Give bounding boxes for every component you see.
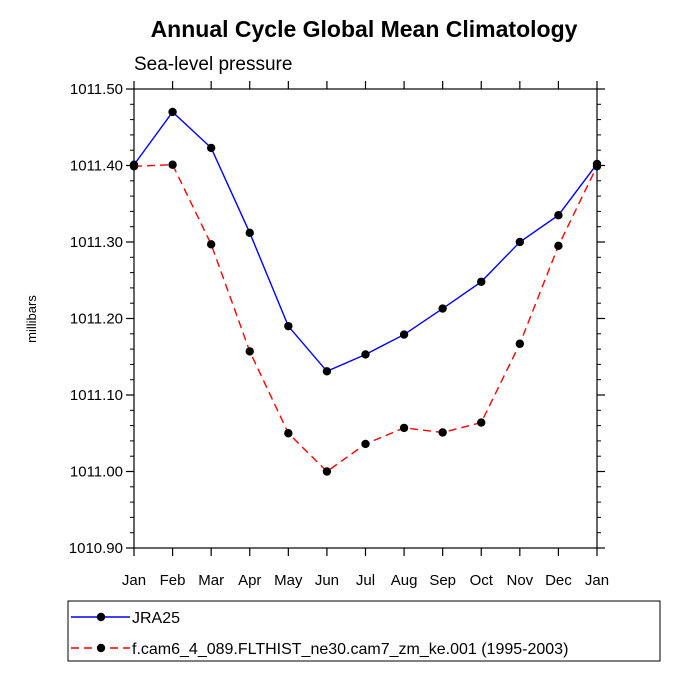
- x-tick-label: Jun: [315, 572, 339, 589]
- legend-marker-cam6: [96, 643, 106, 653]
- data-point-1-10: [515, 339, 525, 348]
- x-tick-label: Feb: [160, 572, 186, 589]
- y-tick-label: 1011.50: [70, 81, 123, 98]
- x-tick-label: Aug: [391, 572, 418, 589]
- y-tick-label: 1011.40: [70, 158, 123, 175]
- data-point-0-11: [554, 211, 563, 220]
- x-tick-label: Sep: [429, 572, 456, 589]
- series-layer: [129, 107, 602, 476]
- legend: JRA25 f.cam6_4_089.FLTHIST_ne30.cam7_zm_…: [67, 600, 661, 662]
- chart-title: Annual Cycle Global Mean Climatology: [151, 16, 578, 42]
- data-point-0-9: [477, 277, 486, 286]
- y-tick-label: 1011.10: [70, 387, 123, 404]
- x-tick-label: May: [274, 572, 303, 589]
- data-point-1-9: [477, 418, 486, 427]
- chart-subtitle: Sea-level pressure: [134, 54, 292, 75]
- x-tick-label: Nov: [506, 572, 533, 589]
- data-point-0-6: [361, 350, 370, 359]
- x-tick-label: Oct: [470, 572, 494, 589]
- data-point-1-2: [206, 240, 216, 249]
- data-point-1-5: [322, 467, 332, 476]
- y-axis-label: millibars: [24, 295, 39, 343]
- data-point-0-4: [284, 321, 293, 331]
- legend-marker-jra25: [96, 612, 106, 622]
- data-point-1-11: [554, 241, 563, 251]
- data-point-1-1: [168, 160, 177, 169]
- x-tick-label: Mar: [198, 572, 224, 589]
- y-tick-label: 1011.20: [70, 311, 123, 328]
- y-tick-label: 1011.30: [70, 234, 123, 251]
- legend-box: [67, 600, 661, 662]
- x-tick-label: Jan: [122, 572, 146, 589]
- plot-frame: [133, 88, 598, 549]
- data-point-1-4: [284, 429, 293, 438]
- data-point-0-2: [206, 143, 216, 153]
- legend-label-jra25: JRA25: [132, 610, 180, 627]
- data-point-0-10: [515, 237, 525, 247]
- data-point-0-8: [438, 304, 447, 313]
- series-line-1: [133, 164, 598, 473]
- data-point-1-3: [245, 347, 254, 356]
- x-tick-label: Jul: [356, 572, 375, 589]
- data-point-1-7: [399, 423, 409, 433]
- data-point-0-5: [322, 367, 332, 376]
- data-point-1-8: [438, 428, 447, 437]
- x-tick-label: Jan: [585, 572, 609, 589]
- data-point-1-6: [361, 439, 370, 449]
- data-point-0-7: [399, 330, 409, 339]
- legend-label-cam6: f.cam6_4_089.FLTHIST_ne30.cam7_zm_ke.001…: [132, 641, 568, 658]
- data-point-0-3: [245, 228, 254, 238]
- y-tick-label: 1011.00: [70, 464, 123, 481]
- data-point-0-1: [168, 107, 177, 117]
- x-tick-label: Apr: [238, 572, 261, 589]
- series-line-0: [133, 110, 598, 373]
- x-tick-label: Dec: [545, 572, 572, 589]
- y-tick-label: 1010.90: [69, 540, 123, 557]
- axis-layer: 1011.50 1011.40 1011.30 1011.20 1011.10 1011.…: [69, 81, 609, 589]
